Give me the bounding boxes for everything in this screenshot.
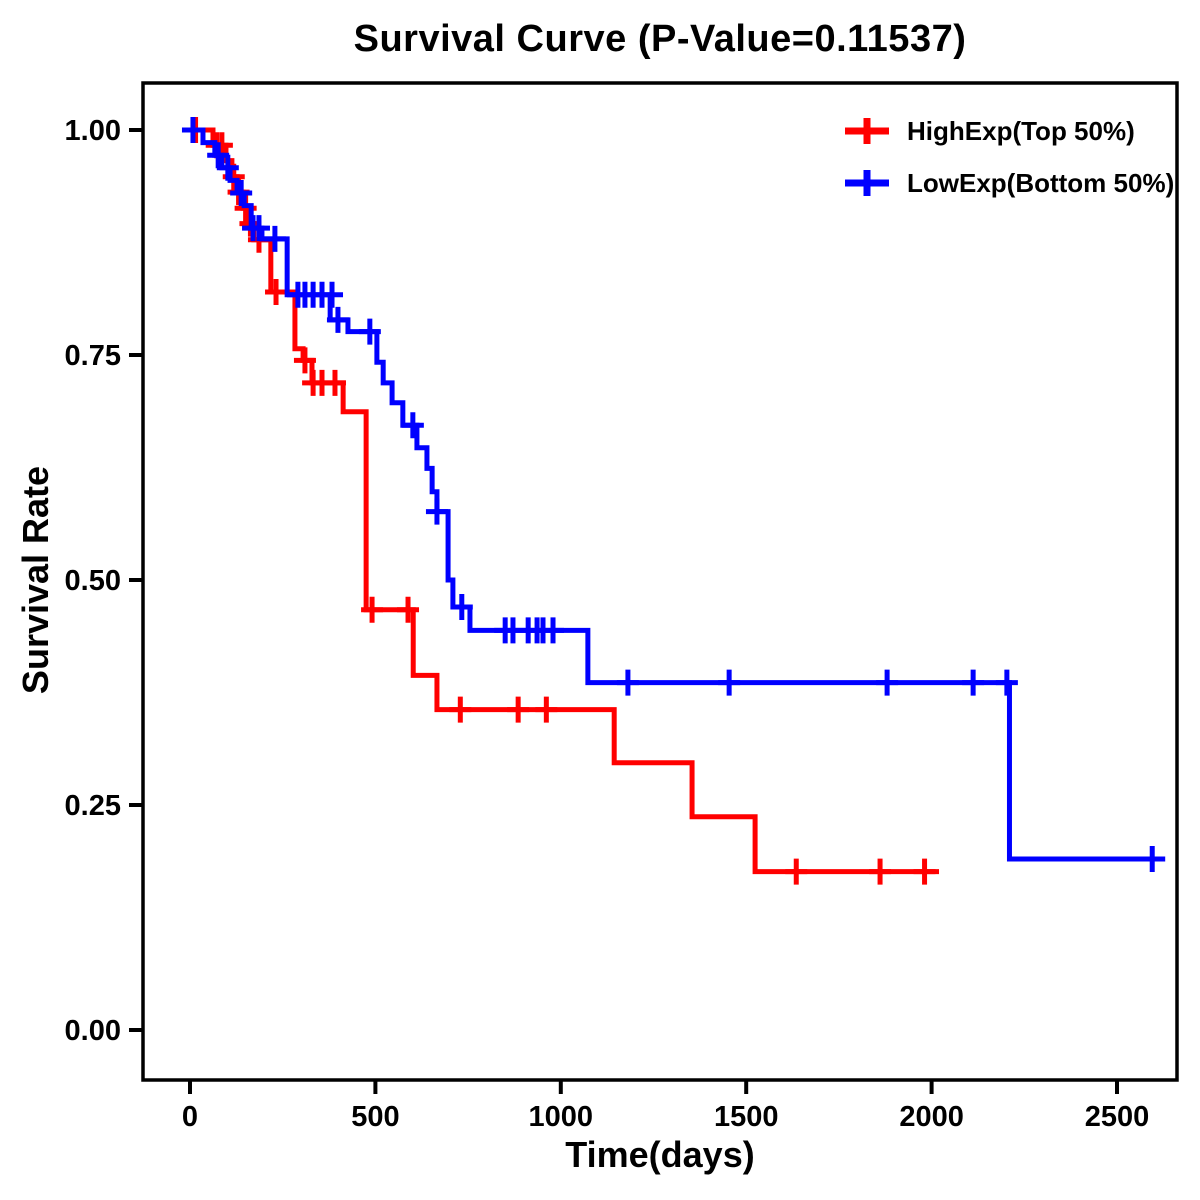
legend-label-lowexp: LowExp(Bottom 50%) (907, 167, 1175, 198)
lowexp-censor-marks (181, 117, 1164, 872)
legend-item-lowexp: LowExp(Bottom 50%) (843, 164, 1174, 202)
legend-item-highexp: HighExp(Top 50%) (843, 112, 1174, 150)
chart-title: Survival Curve (P-Value=0.11537) (353, 18, 967, 60)
x-axis-label: Time(days) (565, 1134, 755, 1175)
y-tick-label: 0.50 (65, 565, 121, 597)
x-tick-label: 1500 (714, 1101, 779, 1133)
highexp-censor-marks (184, 117, 936, 885)
plus-marker-icon (845, 170, 889, 196)
highexp-curve (190, 127, 940, 875)
plus-marker-icon (845, 118, 889, 144)
x-tick-label: 0 (182, 1101, 198, 1133)
x-tick-label: 2500 (1085, 1101, 1150, 1133)
y-tick-label: 0.00 (65, 1015, 121, 1047)
y-tick-label: 0.25 (65, 790, 121, 822)
lowexp-curve (190, 127, 1166, 862)
y-tick-label: 0.75 (65, 340, 121, 372)
x-tick-label: 2000 (899, 1101, 964, 1133)
axis-frame (141, 81, 1179, 1082)
x-tick-label: 1000 (529, 1101, 594, 1133)
legend: HighExp(Top 50%) LowExp(Bottom 50%) (843, 112, 1174, 202)
x-tick-label: 500 (351, 1101, 399, 1133)
y-tick-label: 1.00 (65, 115, 121, 147)
legend-label-highexp: HighExp(Top 50%) (907, 115, 1135, 146)
